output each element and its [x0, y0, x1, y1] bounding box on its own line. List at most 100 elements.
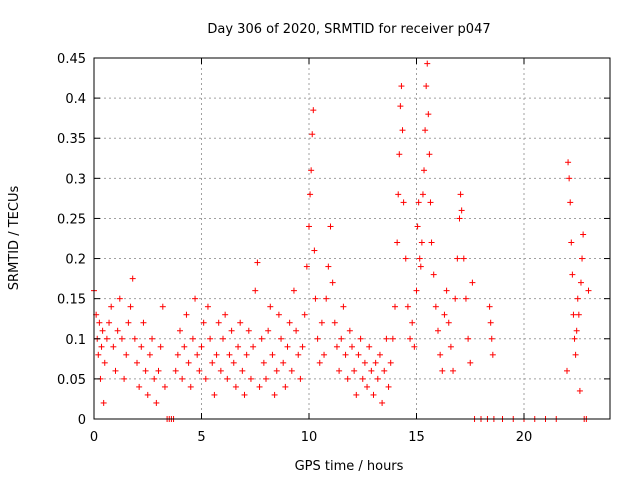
data-point	[260, 359, 267, 366]
data-point	[351, 367, 358, 374]
data-point	[204, 303, 211, 310]
data-point	[209, 359, 216, 366]
data-point	[241, 391, 248, 398]
chart-title: Day 306 of 2020, SRMTID for receiver p04…	[207, 22, 490, 37]
data-point	[200, 319, 207, 326]
data-point	[488, 335, 495, 342]
data-point	[230, 359, 237, 366]
data-point	[385, 383, 392, 390]
data-point	[95, 351, 102, 358]
x-tick-label: 10	[301, 430, 318, 445]
data-point	[576, 387, 583, 394]
data-point	[247, 375, 254, 382]
y-tick-labels: 0 0.05 0.1 0.15 0.2 0.25 0.3 0.35 0.4 0.45	[57, 52, 86, 428]
data-point	[487, 319, 494, 326]
data-point	[585, 287, 592, 294]
data-point	[131, 335, 138, 342]
y-tick-label: 0.05	[57, 373, 86, 388]
data-point	[224, 375, 231, 382]
data-point	[407, 335, 414, 342]
data-point	[149, 335, 156, 342]
data-point	[432, 303, 439, 310]
data-point	[222, 311, 229, 318]
data-point	[467, 359, 474, 366]
data-point	[370, 391, 377, 398]
data-point	[565, 159, 572, 166]
data-point	[425, 111, 432, 118]
data-point	[573, 327, 580, 334]
data-point	[258, 335, 265, 342]
data-point	[303, 263, 310, 270]
data-point	[228, 327, 235, 334]
data-point	[232, 383, 239, 390]
data-point	[181, 343, 188, 350]
x-tick-label: 5	[197, 430, 205, 445]
data-point	[269, 351, 276, 358]
y-tick-label: 0.3	[65, 172, 86, 187]
data-point	[213, 351, 220, 358]
data-point	[394, 239, 401, 246]
data-point	[144, 391, 151, 398]
data-point	[286, 319, 293, 326]
data-point	[361, 359, 368, 366]
data-point	[359, 375, 366, 382]
data-point	[418, 239, 425, 246]
data-point	[299, 343, 306, 350]
data-point	[379, 399, 386, 406]
data-point	[447, 343, 454, 350]
data-point	[282, 383, 289, 390]
data-point	[381, 367, 388, 374]
data-point	[323, 295, 330, 302]
data-point	[395, 191, 402, 198]
data-point	[417, 263, 424, 270]
data-point	[336, 367, 343, 374]
data-point	[309, 131, 316, 138]
x-axis-label: GPS time / hours	[295, 459, 404, 474]
data-point	[567, 199, 574, 206]
data-point	[376, 351, 383, 358]
axis-ticks	[93, 57, 610, 420]
data-point	[437, 351, 444, 358]
data-point	[243, 351, 250, 358]
data-point	[271, 391, 278, 398]
data-point	[568, 239, 575, 246]
data-point	[250, 343, 257, 350]
data-point	[329, 279, 336, 286]
data-point	[439, 367, 446, 374]
data-point	[256, 383, 263, 390]
data-point	[301, 311, 308, 318]
data-point	[125, 319, 132, 326]
data-point	[265, 327, 272, 334]
data-point	[293, 327, 300, 334]
data-point	[571, 335, 578, 342]
data-point	[427, 199, 434, 206]
data-point	[196, 367, 203, 374]
y-tick-label: 0.25	[57, 212, 86, 227]
data-point	[112, 367, 119, 374]
data-point	[353, 391, 360, 398]
data-point	[577, 279, 584, 286]
y-tick-label: 0.2	[65, 253, 86, 268]
grid-lines	[94, 58, 610, 419]
data-point	[421, 167, 428, 174]
data-point	[454, 255, 461, 262]
data-point	[290, 287, 297, 294]
data-point	[110, 343, 117, 350]
data-point	[267, 303, 274, 310]
data-point	[402, 255, 409, 262]
y-tick-label: 0	[78, 413, 86, 428]
data-point	[278, 335, 285, 342]
data-point	[118, 335, 125, 342]
data-point	[308, 167, 315, 174]
y-tick-label: 0.35	[57, 132, 86, 147]
data-point	[331, 319, 338, 326]
data-point	[400, 199, 407, 206]
data-point	[159, 303, 166, 310]
data-point	[357, 335, 364, 342]
data-point	[338, 335, 345, 342]
data-point	[435, 327, 441, 334]
data-point	[136, 383, 143, 390]
data-point	[424, 60, 431, 67]
data-point	[98, 343, 105, 350]
data-point	[187, 383, 194, 390]
